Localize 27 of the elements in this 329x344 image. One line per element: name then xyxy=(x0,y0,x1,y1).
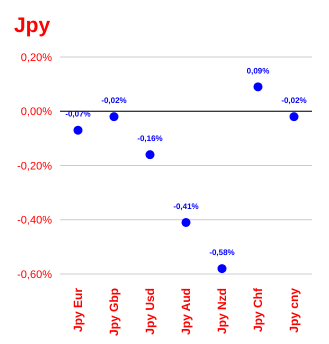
chart-title: Jpy xyxy=(14,14,50,38)
data-label: 0,09% xyxy=(246,66,270,76)
y-tick-label: 0,00% xyxy=(20,106,52,118)
point xyxy=(110,112,118,122)
x-tick-label: Jpy Nzd xyxy=(215,288,229,334)
y-tick-label: -0,20% xyxy=(17,160,52,172)
point xyxy=(254,82,262,92)
data-label: -0,58% xyxy=(209,248,235,258)
x-tick-label: Jpy Gbp xyxy=(107,288,121,336)
y-tick-label: 0,20% xyxy=(20,52,52,64)
x-tick-label: Jpy Usd xyxy=(143,288,157,335)
data-label: -0,41% xyxy=(173,202,199,211)
point xyxy=(218,264,226,274)
data-label: -0,02% xyxy=(281,96,307,106)
data-label: -0,02% xyxy=(101,96,127,106)
y-tick-label: -0,40% xyxy=(17,214,52,227)
point xyxy=(290,112,298,122)
x-tick-label: Jpy Aud xyxy=(179,288,193,335)
point xyxy=(74,126,82,135)
y-tick-label: -0,60% xyxy=(17,268,52,281)
x-tick-label: Jpy Chf xyxy=(251,287,265,332)
point xyxy=(182,218,190,227)
data-label: -0,16% xyxy=(137,134,163,144)
x-tick-label: Jpy Eur xyxy=(71,288,85,332)
data-label: -0,07% xyxy=(65,110,91,119)
point xyxy=(146,150,154,160)
x-tick-label: Jpy cny xyxy=(287,288,301,333)
